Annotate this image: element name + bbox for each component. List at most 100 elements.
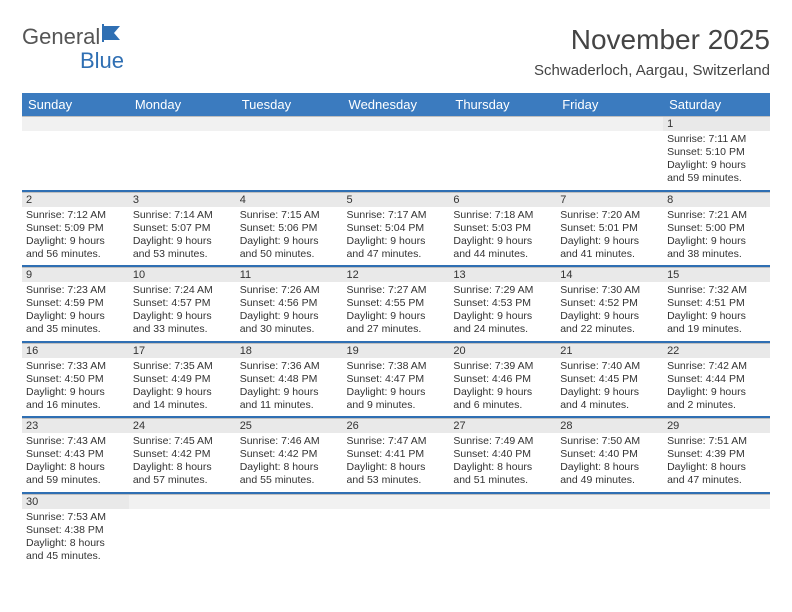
day-cell bbox=[449, 131, 556, 191]
daylight-text: Daylight: 9 hours bbox=[667, 159, 766, 172]
header: General November 2025 Schwaderloch, Aarg… bbox=[22, 24, 770, 79]
sunset-text: Sunset: 4:44 PM bbox=[667, 373, 766, 386]
daylight-text: Daylight: 9 hours bbox=[453, 386, 552, 399]
day-cell: Sunrise: 7:50 AMSunset: 4:40 PMDaylight:… bbox=[556, 433, 663, 493]
day-number-row: 30 bbox=[22, 493, 770, 509]
daylight-text: Daylight: 8 hours bbox=[347, 461, 446, 474]
daylight-text: Daylight: 9 hours bbox=[453, 235, 552, 248]
day-number-row: 2345678 bbox=[22, 191, 770, 207]
day-number: 9 bbox=[26, 269, 32, 281]
sunrise-text: Sunrise: 7:30 AM bbox=[560, 284, 659, 297]
day-cell bbox=[663, 509, 770, 568]
day-number: 11 bbox=[240, 269, 251, 281]
daylight-text: Daylight: 9 hours bbox=[240, 235, 339, 248]
day-number-cell: 11 bbox=[236, 266, 343, 282]
sunset-text: Sunset: 5:07 PM bbox=[133, 222, 232, 235]
daylight-text: Daylight: 9 hours bbox=[26, 386, 125, 399]
day-cell: Sunrise: 7:23 AMSunset: 4:59 PMDaylight:… bbox=[22, 282, 129, 342]
sunset-text: Sunset: 4:40 PM bbox=[560, 448, 659, 461]
flag-icon bbox=[102, 24, 124, 47]
sunset-text: Sunset: 5:09 PM bbox=[26, 222, 125, 235]
weekday-header: Thursday bbox=[449, 93, 556, 116]
day-content-row: Sunrise: 7:11 AMSunset: 5:10 PMDaylight:… bbox=[22, 131, 770, 191]
day-number: 29 bbox=[667, 420, 679, 432]
day-number-cell: 10 bbox=[129, 266, 236, 282]
day-cell: Sunrise: 7:26 AMSunset: 4:56 PMDaylight:… bbox=[236, 282, 343, 342]
weekday-header: Saturday bbox=[663, 93, 770, 116]
daylight-text: Daylight: 8 hours bbox=[667, 461, 766, 474]
daylight-text-2: and 16 minutes. bbox=[26, 399, 125, 412]
sunset-text: Sunset: 5:06 PM bbox=[240, 222, 339, 235]
month-title: November 2025 bbox=[534, 24, 770, 56]
calendar-table: Sunday Monday Tuesday Wednesday Thursday… bbox=[22, 93, 770, 567]
sunrise-text: Sunrise: 7:23 AM bbox=[26, 284, 125, 297]
daylight-text: Daylight: 9 hours bbox=[347, 235, 446, 248]
day-cell: Sunrise: 7:43 AMSunset: 4:43 PMDaylight:… bbox=[22, 433, 129, 493]
daylight-text-2: and 6 minutes. bbox=[453, 399, 552, 412]
daylight-text: Daylight: 9 hours bbox=[133, 235, 232, 248]
daylight-text-2: and 55 minutes. bbox=[240, 474, 339, 487]
day-cell bbox=[22, 131, 129, 191]
logo-text-blue: Blue bbox=[80, 48, 124, 73]
sunrise-text: Sunrise: 7:21 AM bbox=[667, 209, 766, 222]
day-number: 14 bbox=[560, 269, 572, 281]
daylight-text-2: and 49 minutes. bbox=[560, 474, 659, 487]
day-number: 21 bbox=[560, 345, 572, 357]
day-number-cell: 4 bbox=[236, 191, 343, 207]
sunset-text: Sunset: 5:00 PM bbox=[667, 222, 766, 235]
day-number: 5 bbox=[347, 194, 353, 206]
day-number-cell: 26 bbox=[343, 417, 450, 433]
day-number-cell bbox=[556, 116, 663, 131]
daylight-text: Daylight: 9 hours bbox=[26, 235, 125, 248]
daylight-text-2: and 35 minutes. bbox=[26, 323, 125, 336]
sunrise-text: Sunrise: 7:50 AM bbox=[560, 435, 659, 448]
sunset-text: Sunset: 4:50 PM bbox=[26, 373, 125, 386]
daylight-text-2: and 53 minutes. bbox=[133, 248, 232, 261]
sunset-text: Sunset: 5:01 PM bbox=[560, 222, 659, 235]
sunset-text: Sunset: 4:47 PM bbox=[347, 373, 446, 386]
sunset-text: Sunset: 4:42 PM bbox=[133, 448, 232, 461]
sunrise-text: Sunrise: 7:12 AM bbox=[26, 209, 125, 222]
day-number-cell bbox=[129, 493, 236, 509]
sunrise-text: Sunrise: 7:53 AM bbox=[26, 511, 125, 524]
daylight-text-2: and 59 minutes. bbox=[26, 474, 125, 487]
day-number-cell: 16 bbox=[22, 342, 129, 358]
sunrise-text: Sunrise: 7:20 AM bbox=[560, 209, 659, 222]
sunrise-text: Sunrise: 7:32 AM bbox=[667, 284, 766, 297]
day-number-cell: 8 bbox=[663, 191, 770, 207]
day-cell: Sunrise: 7:29 AMSunset: 4:53 PMDaylight:… bbox=[449, 282, 556, 342]
sunrise-text: Sunrise: 7:14 AM bbox=[133, 209, 232, 222]
day-number: 17 bbox=[133, 345, 145, 357]
sunrise-text: Sunrise: 7:26 AM bbox=[240, 284, 339, 297]
day-cell: Sunrise: 7:46 AMSunset: 4:42 PMDaylight:… bbox=[236, 433, 343, 493]
day-content-row: Sunrise: 7:53 AMSunset: 4:38 PMDaylight:… bbox=[22, 509, 770, 568]
daylight-text: Daylight: 9 hours bbox=[560, 235, 659, 248]
sunset-text: Sunset: 5:10 PM bbox=[667, 146, 766, 159]
daylight-text-2: and 19 minutes. bbox=[667, 323, 766, 336]
weekday-header-row: Sunday Monday Tuesday Wednesday Thursday… bbox=[22, 93, 770, 116]
sunset-text: Sunset: 4:55 PM bbox=[347, 297, 446, 310]
daylight-text-2: and 56 minutes. bbox=[26, 248, 125, 261]
day-cell: Sunrise: 7:20 AMSunset: 5:01 PMDaylight:… bbox=[556, 207, 663, 267]
daylight-text: Daylight: 9 hours bbox=[133, 310, 232, 323]
day-number-cell: 13 bbox=[449, 266, 556, 282]
day-cell bbox=[449, 509, 556, 568]
daylight-text-2: and 38 minutes. bbox=[667, 248, 766, 261]
sunrise-text: Sunrise: 7:36 AM bbox=[240, 360, 339, 373]
day-cell: Sunrise: 7:53 AMSunset: 4:38 PMDaylight:… bbox=[22, 509, 129, 568]
sunrise-text: Sunrise: 7:35 AM bbox=[133, 360, 232, 373]
day-number-row: 23242526272829 bbox=[22, 417, 770, 433]
day-number-cell: 27 bbox=[449, 417, 556, 433]
sunrise-text: Sunrise: 7:46 AM bbox=[240, 435, 339, 448]
daylight-text: Daylight: 8 hours bbox=[26, 461, 125, 474]
day-cell: Sunrise: 7:40 AMSunset: 4:45 PMDaylight:… bbox=[556, 358, 663, 418]
day-cell bbox=[129, 509, 236, 568]
daylight-text-2: and 51 minutes. bbox=[453, 474, 552, 487]
day-cell: Sunrise: 7:32 AMSunset: 4:51 PMDaylight:… bbox=[663, 282, 770, 342]
day-cell: Sunrise: 7:21 AMSunset: 5:00 PMDaylight:… bbox=[663, 207, 770, 267]
sunrise-text: Sunrise: 7:38 AM bbox=[347, 360, 446, 373]
daylight-text-2: and 14 minutes. bbox=[133, 399, 232, 412]
day-number: 7 bbox=[560, 194, 566, 206]
sunset-text: Sunset: 4:42 PM bbox=[240, 448, 339, 461]
day-number: 8 bbox=[667, 194, 673, 206]
